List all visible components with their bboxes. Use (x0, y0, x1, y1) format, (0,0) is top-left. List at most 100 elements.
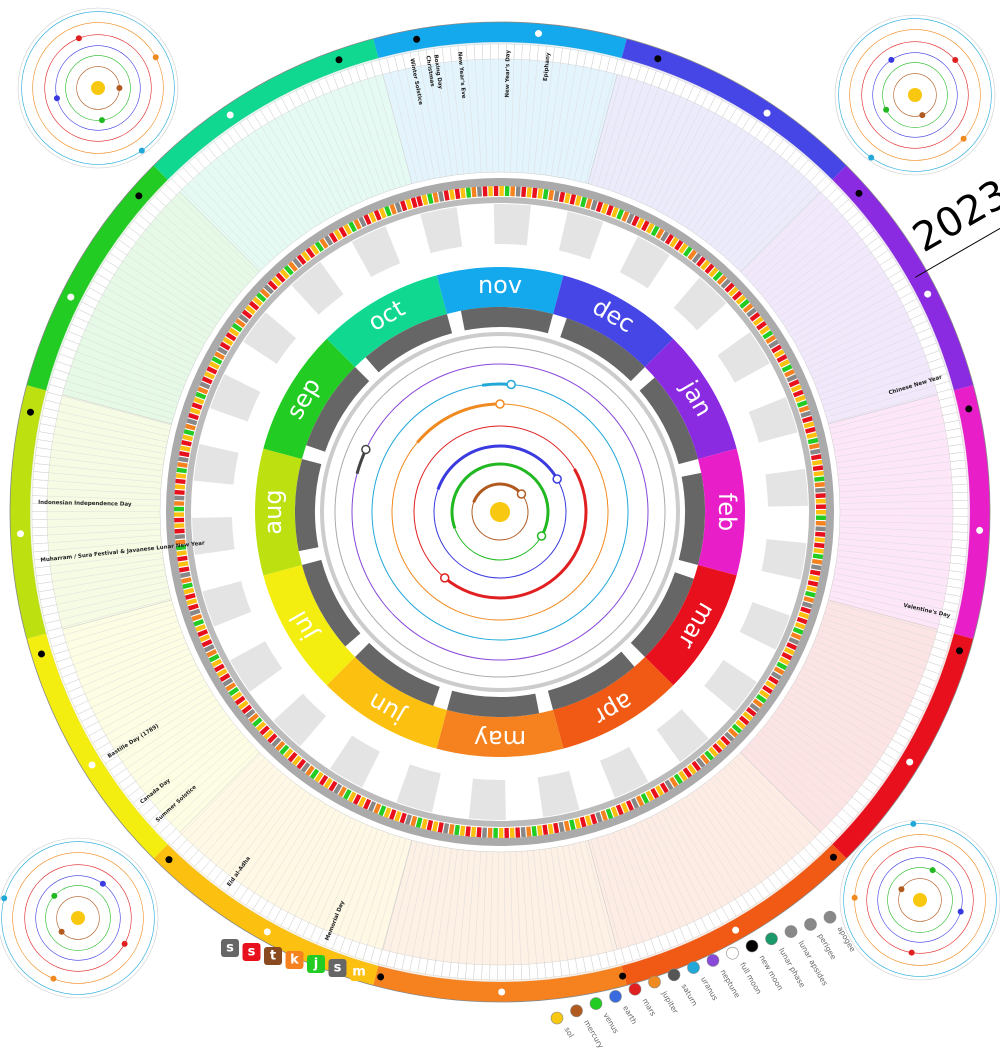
day-line (835, 567, 962, 589)
full-moon-dot (263, 928, 271, 936)
new-moon-dot (413, 35, 421, 43)
corner-orbit (877, 857, 963, 943)
day-line (401, 844, 429, 970)
day-line (302, 820, 357, 937)
day-line (527, 850, 539, 979)
day-line (829, 396, 954, 429)
day-line (651, 92, 709, 208)
day-line (791, 270, 902, 337)
day-line (764, 217, 865, 299)
month-band-outer (373, 21, 627, 59)
weekday-cell (368, 800, 377, 812)
corner-sun (71, 911, 85, 925)
weekday-cell (687, 764, 697, 775)
month-label: aug (259, 489, 287, 534)
day-line (740, 751, 832, 843)
weekday-cell (368, 211, 377, 223)
day-line (74, 316, 192, 371)
weekday-cell (815, 487, 826, 493)
day-line (778, 243, 884, 318)
day-line (579, 57, 611, 182)
day-line (239, 122, 312, 230)
weekday-swatch (285, 951, 304, 969)
legend-marker (570, 1004, 583, 1018)
day-line (787, 692, 897, 761)
day-line (837, 451, 965, 469)
day-cell (952, 508, 969, 517)
day-line (510, 44, 515, 173)
day-line (465, 45, 476, 173)
weekday-cell (204, 371, 215, 380)
weekday-cell (195, 391, 207, 400)
day-line (143, 732, 242, 816)
day-line (550, 848, 571, 975)
day-line (562, 52, 587, 178)
weekday-cell (188, 412, 199, 421)
day-line (645, 819, 701, 936)
legend-label: jupiter (660, 989, 681, 1016)
title: 2023 (905, 171, 1000, 262)
weekday-cell (259, 288, 271, 299)
weekday-cell (201, 639, 213, 648)
weekday-cell (504, 186, 510, 197)
day-line (68, 331, 187, 381)
day-line (133, 220, 235, 301)
corner-planet (121, 940, 128, 947)
weekday-cell (238, 700, 249, 710)
weekday-cell (219, 341, 231, 351)
weekday-cell (678, 770, 688, 782)
weekday-cell (630, 797, 640, 809)
day-line (719, 771, 802, 870)
day-line (834, 573, 961, 597)
weekday-cell (383, 807, 392, 819)
day-line (386, 57, 418, 183)
weekday-cell (781, 364, 793, 373)
planet-dot (439, 573, 450, 583)
day-cell (952, 516, 969, 525)
weekday-cell (762, 684, 773, 695)
weekday-cell (515, 186, 521, 197)
month-band-outer (153, 844, 379, 986)
day-line (544, 848, 563, 976)
day-cell (489, 964, 498, 981)
weekday-cell (605, 808, 614, 820)
weekday-cell (348, 221, 357, 233)
weekday-cell (358, 216, 367, 228)
day-line (260, 109, 327, 220)
new-moon-dot (37, 650, 45, 658)
weekday-cell (716, 739, 727, 750)
day-line (516, 44, 523, 173)
day-line (154, 195, 250, 283)
weekday-cell (526, 826, 532, 837)
weekday-cell (186, 418, 198, 426)
day-cell (529, 44, 539, 61)
weekday-cell (245, 305, 256, 315)
weekday-cell (415, 817, 423, 829)
weekday-cell (193, 397, 205, 405)
weekday-cell (814, 537, 825, 543)
corner-orbit (893, 73, 937, 117)
corner-planet (960, 135, 967, 142)
day-line (43, 587, 169, 616)
day-line (666, 808, 730, 921)
gray-ring (166, 178, 834, 846)
new-moon-dot (829, 853, 837, 861)
day-line (568, 53, 595, 180)
day-line (774, 711, 879, 788)
weekday-cell (636, 217, 645, 229)
corner-orbit (849, 29, 981, 161)
day-line (38, 569, 166, 593)
full-moon-dot (16, 530, 24, 538)
weekday-cell (805, 426, 816, 434)
weekday-cell (716, 274, 727, 285)
planet-dot (536, 531, 547, 541)
day-line (274, 101, 337, 215)
weekday-cell (645, 222, 655, 234)
day-cell (950, 459, 967, 470)
day-line (827, 388, 952, 423)
legend-label: earth (621, 1004, 639, 1026)
day-cell (952, 492, 969, 501)
weekday-cell (783, 647, 795, 656)
day-line (728, 165, 815, 261)
weekday-cell (708, 746, 719, 758)
